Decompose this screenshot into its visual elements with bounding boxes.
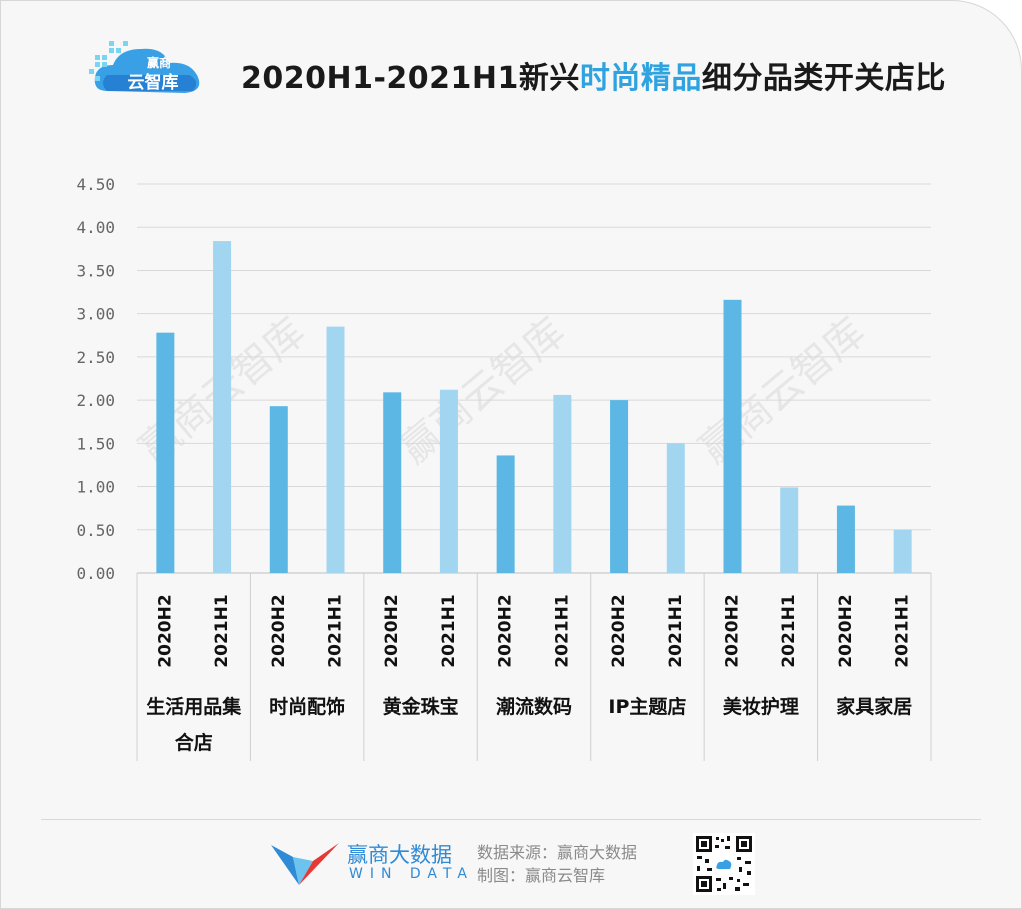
brand-name-en: WIN DATA [349, 866, 474, 882]
y-tick-label: 2.50 [76, 348, 115, 367]
brand-name-cn: 赢商大数据 [347, 843, 452, 867]
period-label: 2020H2 [609, 594, 629, 667]
period-label: 2021H1 [552, 594, 572, 667]
y-tick-label: 0.00 [76, 564, 115, 583]
bar [156, 332, 175, 573]
logo-line2: 云智库 [128, 72, 179, 93]
windata-logo-icon [271, 843, 339, 885]
bar [780, 487, 799, 573]
footer-divider [41, 819, 981, 820]
period-label: 2021H1 [439, 594, 459, 667]
bar-chart: 赢商云智库 赢商云智库 赢商云智库0.000.501.001.502.002.503… [76, 175, 932, 761]
bar [496, 455, 515, 573]
bar [723, 299, 742, 573]
period-label: 2020H2 [496, 594, 516, 667]
period-label: 2021H1 [893, 594, 913, 667]
source-note: 数据来源：赢商大数据 制图：赢商云智库 [477, 841, 637, 887]
logo-line1: 赢商 [147, 55, 171, 70]
category-label: 家具家居 [836, 695, 912, 718]
bar [383, 392, 402, 573]
bar [553, 394, 572, 573]
made-by-line: 制图：赢商云智库 [477, 866, 606, 885]
y-tick-label: 2.00 [76, 391, 115, 410]
bar [326, 326, 345, 573]
period-label: 2021H1 [326, 594, 346, 667]
watermark-text: 赢商云智库 [691, 309, 874, 473]
windata-brand: 赢商大数据 WIN DATA [269, 839, 469, 889]
category-label: 合店 [175, 731, 213, 754]
category-label: 潮流数码 [496, 695, 572, 718]
category-label: 生活用品集 [146, 695, 242, 718]
category-label: IP主题店 [608, 695, 686, 718]
bar [893, 529, 912, 573]
bar [666, 443, 685, 573]
bar [610, 400, 629, 573]
period-label: 2020H2 [155, 594, 175, 667]
period-label: 2020H2 [269, 594, 289, 667]
y-tick-label: 4.00 [76, 218, 115, 237]
watermark-text: 赢商云智库 [391, 309, 574, 473]
qr-code-icon [693, 833, 755, 895]
title-prefix: 2020H1-2021H1新兴 [241, 61, 580, 96]
chart-title: 2020H1-2021H1新兴时尚精品细分品类开关店比 [241, 53, 946, 97]
category-label: 美妆护理 [723, 695, 799, 718]
bar [269, 406, 288, 573]
bar [439, 389, 458, 573]
title-highlight: 时尚精品 [579, 61, 702, 96]
period-label: 2021H1 [779, 594, 799, 667]
period-label: 2020H2 [723, 594, 743, 667]
period-label: 2020H2 [836, 594, 856, 667]
period-label: 2021H1 [212, 594, 232, 667]
yunzhiku-logo: 赢商 云智库 [89, 35, 209, 107]
y-tick-label: 1.00 [76, 478, 115, 497]
title-suffix: 细分品类开关店比 [701, 61, 946, 96]
y-tick-label: 3.00 [76, 305, 115, 324]
y-tick-label: 3.50 [76, 261, 115, 280]
bar [213, 241, 232, 573]
period-label: 2021H1 [666, 594, 686, 667]
bar [836, 505, 855, 573]
y-tick-label: 0.50 [76, 521, 115, 540]
category-label: 黄金珠宝 [383, 695, 459, 718]
source-line: 数据来源：赢商大数据 [477, 843, 638, 862]
period-label: 2020H2 [382, 594, 402, 667]
y-tick-label: 4.50 [76, 175, 115, 194]
y-tick-label: 1.50 [76, 434, 115, 453]
category-label: 时尚配饰 [269, 695, 345, 718]
